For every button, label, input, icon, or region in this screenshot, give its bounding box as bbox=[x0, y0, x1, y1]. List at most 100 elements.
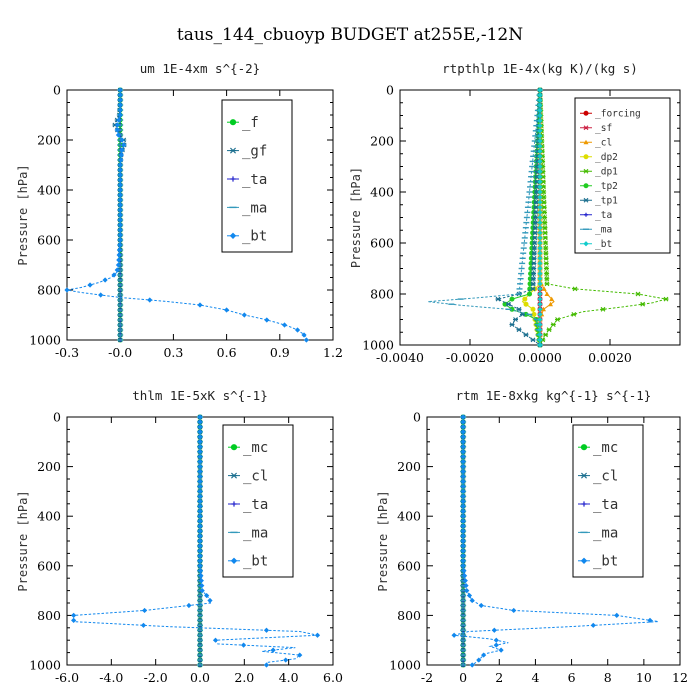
legend-entry: _tp1 bbox=[580, 196, 618, 207]
legend-marker bbox=[230, 444, 238, 451]
data-point bbox=[537, 133, 543, 139]
data-point bbox=[460, 434, 466, 440]
data-point bbox=[118, 157, 124, 163]
data-point bbox=[197, 439, 203, 445]
data-point bbox=[481, 652, 487, 658]
series-bt bbox=[64, 87, 309, 343]
data-point bbox=[460, 528, 466, 534]
data-point bbox=[119, 147, 125, 153]
legend-entry: _bt bbox=[228, 554, 268, 570]
x-tick-label: -0.0020 bbox=[446, 350, 494, 365]
data-point bbox=[542, 220, 548, 225]
data-point bbox=[115, 262, 122, 268]
legend-entry: _cl bbox=[228, 469, 268, 485]
x-tick-label: 0.9 bbox=[270, 345, 290, 360]
data-point bbox=[117, 162, 123, 168]
data-point bbox=[118, 152, 124, 158]
data-point bbox=[530, 276, 536, 282]
data-point bbox=[543, 261, 549, 266]
legend-label: _cl bbox=[595, 138, 612, 149]
data-point bbox=[460, 478, 466, 485]
data-point bbox=[537, 276, 543, 282]
data-point bbox=[117, 177, 123, 183]
data-point bbox=[537, 87, 543, 93]
data-point bbox=[197, 558, 203, 564]
data-point bbox=[543, 240, 549, 246]
y-axis-label: Pressure [hPa] bbox=[16, 164, 30, 265]
data-point bbox=[140, 622, 147, 628]
legend-label: _ma bbox=[595, 225, 612, 236]
legend: _mc _cl _ta _ma _bt bbox=[222, 424, 294, 578]
data-point bbox=[117, 182, 123, 188]
legend-label: _ma bbox=[242, 200, 267, 216]
data-point bbox=[117, 242, 123, 248]
data-point bbox=[460, 429, 466, 435]
legend-entry: _f bbox=[227, 115, 259, 131]
data-point bbox=[460, 468, 466, 475]
data-point bbox=[114, 127, 120, 133]
data-point bbox=[522, 296, 528, 302]
legend-label: _dp2 bbox=[595, 152, 618, 163]
data-point bbox=[537, 209, 543, 215]
data-point bbox=[537, 281, 543, 287]
data-point bbox=[530, 286, 536, 292]
x-tick-label: 2.0 bbox=[234, 670, 254, 685]
legend-label: _ta bbox=[242, 172, 267, 188]
legend-marker bbox=[230, 176, 236, 182]
data-point bbox=[531, 250, 537, 256]
data-point bbox=[537, 199, 543, 205]
data-point bbox=[531, 266, 537, 271]
legend-label: _bt bbox=[593, 554, 618, 570]
data-point bbox=[303, 337, 309, 343]
data-point bbox=[537, 143, 543, 149]
y-tick-label: 600 bbox=[397, 558, 421, 573]
data-point bbox=[460, 419, 466, 425]
data-point bbox=[590, 622, 596, 628]
data-point bbox=[530, 306, 536, 312]
data-point bbox=[204, 592, 210, 599]
legend-marker bbox=[583, 241, 589, 247]
data-point bbox=[263, 627, 270, 633]
data-point bbox=[197, 538, 203, 544]
data-point bbox=[117, 187, 123, 193]
data-point bbox=[523, 332, 529, 338]
data-point bbox=[572, 286, 578, 292]
data-point bbox=[460, 523, 466, 529]
legend-marker bbox=[583, 197, 589, 203]
data-point bbox=[263, 662, 270, 668]
data-point bbox=[460, 503, 466, 509]
legend-marker bbox=[583, 154, 589, 160]
x-tick-label: 4 bbox=[531, 670, 539, 685]
data-point bbox=[199, 583, 205, 589]
data-point bbox=[117, 227, 123, 233]
x-tick-label: -2 bbox=[421, 670, 433, 685]
legend-label: _sf bbox=[595, 123, 612, 134]
panel-3: thlm 1E-5xK s^{-1} Pressure [hPa] 0 200 400 6… bbox=[16, 388, 343, 685]
data-point bbox=[197, 533, 203, 539]
data-point bbox=[537, 194, 543, 200]
panel-1: um 1E-4xm s^{-2} Pressure [hPa] 0 200 400 600… bbox=[16, 61, 343, 360]
series-bt bbox=[451, 414, 659, 668]
data-point bbox=[114, 122, 120, 128]
data-point bbox=[71, 617, 77, 623]
data-point bbox=[493, 637, 499, 643]
data-point bbox=[301, 332, 307, 338]
legend-entry: _bt bbox=[227, 229, 267, 245]
legend-entry: _sf bbox=[580, 123, 612, 134]
data-point bbox=[532, 240, 538, 246]
data-point bbox=[460, 414, 466, 420]
data-point bbox=[240, 642, 247, 648]
x-tick-label: -4.0 bbox=[99, 670, 123, 685]
x-tick-label: 10 bbox=[636, 670, 652, 685]
data-point bbox=[197, 563, 203, 569]
x-tick-label: 2 bbox=[495, 670, 503, 685]
data-point bbox=[117, 207, 123, 213]
x-tick-label: 0 bbox=[459, 670, 467, 685]
data-point bbox=[537, 225, 543, 231]
data-point bbox=[537, 306, 543, 312]
data-point bbox=[544, 291, 550, 296]
data-point bbox=[117, 112, 123, 118]
data-point bbox=[460, 543, 466, 549]
data-point bbox=[197, 424, 203, 430]
y-tick-label: 200 bbox=[37, 459, 61, 474]
